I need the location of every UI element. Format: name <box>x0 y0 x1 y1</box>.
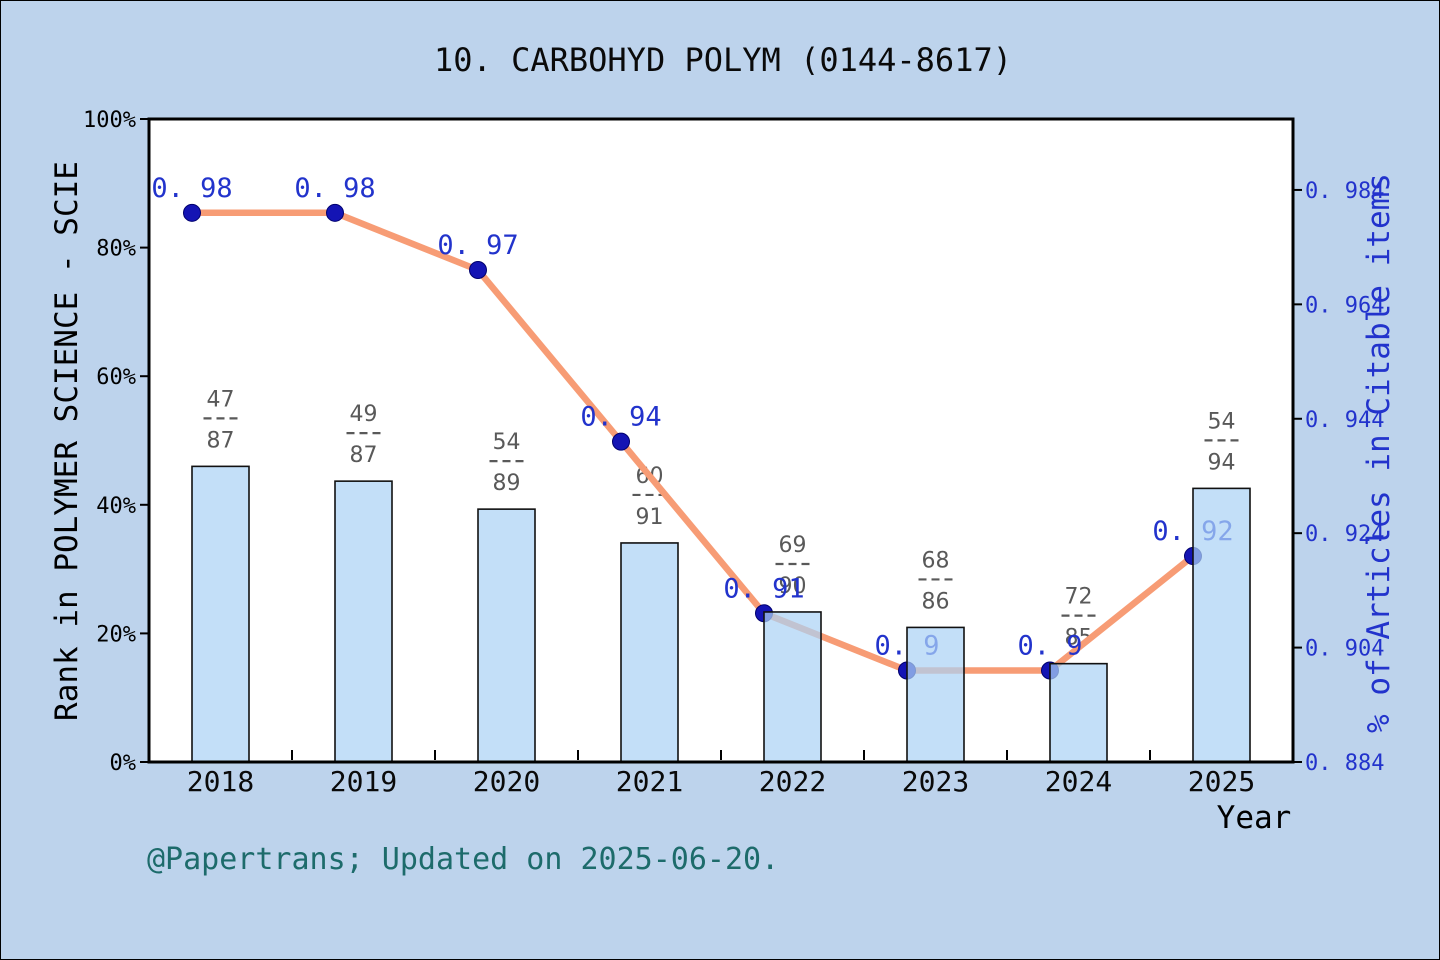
x-tick-label-2018: 2018 <box>187 765 254 798</box>
left-axis-tick-label: 20% <box>96 622 136 647</box>
point-value-label-2022: 0. 91 <box>723 573 804 604</box>
bar-2020 <box>477 508 536 763</box>
line-point-2019 <box>326 203 344 222</box>
trend-line <box>188 209 1197 674</box>
left-axis-tick-label: 80% <box>96 237 136 262</box>
bar-fraction-numerator-2020: 54 <box>493 430 521 455</box>
x-tick-label-2023: 2023 <box>902 765 969 798</box>
bar-fraction-numerator-2025: 54 <box>1208 409 1236 434</box>
footer-credit: @Papertrans; Updated on 2025-06-20. <box>147 842 780 877</box>
line-point-2018 <box>183 203 201 222</box>
point-value-label-2019: 0. 98 <box>294 173 375 204</box>
point-value-label-2024: 0. 9 <box>1017 630 1082 661</box>
point-value-label-2018: 0. 98 <box>151 173 232 204</box>
left-axis-tick-label: 40% <box>96 494 136 519</box>
bar-2019 <box>334 480 393 763</box>
bar-fraction-denominator-2018: 87 <box>207 428 235 453</box>
right-axis-tick-label: 0. 944 <box>1305 408 1384 433</box>
bar-fraction-denominator-2025: 94 <box>1208 450 1236 475</box>
left-axis-tick-label: 0% <box>110 751 137 776</box>
right-axis-tick-label: 0. 884 <box>1305 751 1384 776</box>
bar-2018 <box>191 465 250 763</box>
point-value-label-2020: 0. 97 <box>437 230 518 261</box>
left-axis-tick-label: 100% <box>83 108 136 133</box>
bar-fraction-denominator-2020: 89 <box>493 471 521 496</box>
trend-line-layer: 0. 980. 980. 970. 940. 910. 90. 90. 92 <box>151 173 1234 680</box>
chart-title: 10. CARBOHYD POLYM (0144-8617) <box>434 41 1012 79</box>
bar-fraction-denominator-2021: 91 <box>636 505 664 530</box>
bar-2021 <box>620 542 679 763</box>
bar-2023 <box>906 626 965 763</box>
bar-fraction-numerator-2022: 69 <box>779 533 807 558</box>
bar-fraction-denominator-2019: 87 <box>350 443 378 468</box>
right-axis-tick-label: 0. 964 <box>1305 293 1384 318</box>
bar-2022 <box>763 611 822 763</box>
bar-fraction-denominator-2022: 90 <box>779 574 807 599</box>
right-axis-tick-label: 0. 984 <box>1305 179 1384 204</box>
x-tick-label-2021: 2021 <box>616 765 683 798</box>
right-axis-tick-label: 0. 924 <box>1305 522 1384 547</box>
bar-fraction-numerator-2018: 47 <box>207 387 235 412</box>
x-tick-label-2019: 2019 <box>330 765 397 798</box>
axis-ticks-layer: 0% 20% 40% 60% 80% 100% 0. 884 0. 904 0. 924 0. 9… <box>83 108 1384 798</box>
point-value-label-2021: 0. 94 <box>580 402 661 433</box>
line-point-2020 <box>469 261 487 280</box>
bar-2024 <box>1049 662 1108 763</box>
line-point-2021 <box>612 432 630 451</box>
x-tick-label-2024: 2024 <box>1045 765 1112 798</box>
bar-2025 <box>1192 487 1251 763</box>
bar-fraction-numerator-2024: 72 <box>1065 585 1093 610</box>
plot-border <box>147 117 1295 764</box>
x-tick-label-2020: 2020 <box>473 765 540 798</box>
x-axis-title: Year <box>1216 800 1292 836</box>
left-axis-tick-label: 60% <box>96 365 136 390</box>
bar-fraction-numerator-2019: 49 <box>350 402 378 427</box>
x-tick-label-2025: 2025 <box>1188 765 1255 798</box>
x-tick-label-2022: 2022 <box>759 765 826 798</box>
bar-fraction-numerator-2023: 68 <box>922 548 950 573</box>
right-axis-tick-label: 0. 904 <box>1305 637 1384 662</box>
bar-fraction-denominator-2023: 86 <box>922 589 950 614</box>
